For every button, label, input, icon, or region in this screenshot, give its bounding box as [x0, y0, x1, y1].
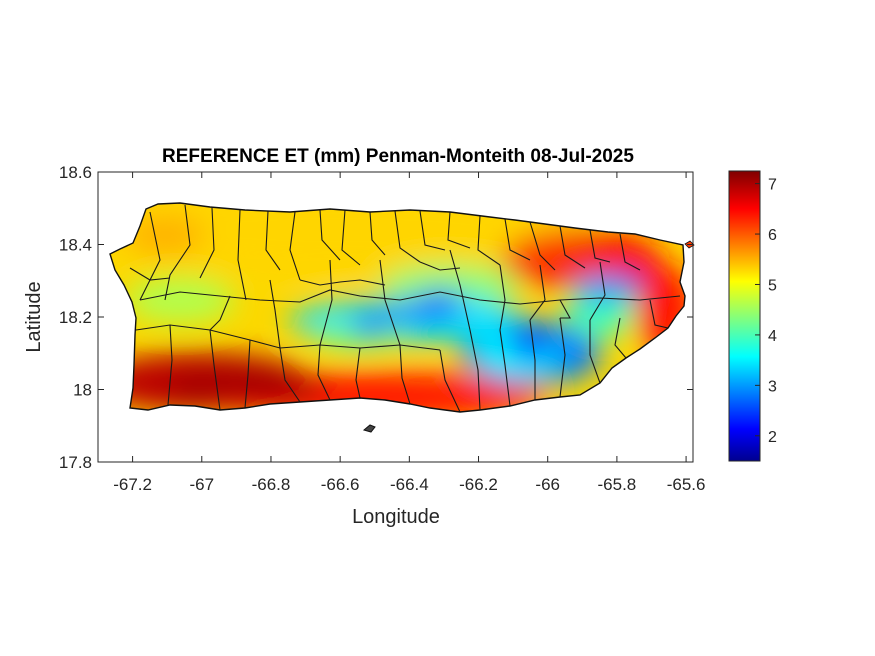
municipality-border [129, 267, 171, 281]
municipality-border [399, 344, 411, 405]
municipality-border [369, 211, 386, 256]
municipality-border [279, 347, 301, 403]
municipality-border [341, 209, 361, 266]
municipality-border [499, 264, 506, 331]
municipality-border [529, 319, 536, 400]
x-tick-label: -65.8 [598, 475, 637, 494]
municipality-border [209, 329, 221, 411]
municipality-border [379, 259, 401, 346]
heatmap-texture-1 [380, 265, 520, 305]
y-tick-label: 17.8 [59, 453, 92, 472]
municipality-border [237, 209, 247, 301]
colorbar-tick-label: 6 [768, 227, 777, 244]
municipality-border [589, 229, 611, 263]
heatmap-texture-12 [574, 276, 626, 304]
heatmap-blobs [110, 203, 685, 412]
colorbar [728, 170, 761, 462]
municipality-border [244, 339, 251, 409]
y-tick-label: 18.6 [59, 163, 92, 182]
y-tick-label: 18.2 [59, 308, 92, 327]
municipality-border [469, 329, 481, 411]
municipality-border [614, 317, 627, 359]
x-tick-label: -65.6 [667, 475, 706, 494]
chart-title: REFERENCE ET (mm) Penman-Monteith 08-Jul… [162, 146, 634, 167]
y-tick-label: 18 [73, 381, 92, 400]
heatmap-texture-0 [125, 278, 235, 322]
municipality-border [289, 211, 301, 281]
municipality-border [167, 324, 173, 406]
heatmap-texture-11 [125, 215, 205, 255]
x-tick-label: -66.8 [252, 475, 291, 494]
municipality-border [559, 299, 571, 319]
colorbar-tick-label: 5 [768, 277, 777, 294]
heatmap-texture-6 [170, 364, 290, 392]
municipality-border [394, 210, 421, 263]
municipality-border [355, 347, 361, 399]
municipality-border [439, 349, 461, 413]
caja-de-muertos-island [362, 424, 376, 433]
y-tick-label: 18.4 [59, 236, 92, 255]
colorbar-tick-label: 4 [768, 328, 777, 345]
municipality-border [447, 211, 471, 249]
heatmap-texture-10 [510, 240, 590, 276]
municipality-border [319, 259, 333, 346]
x-tick-label: -67 [189, 475, 214, 494]
municipality-border [529, 264, 546, 321]
heatmap-texture-15 [416, 290, 464, 310]
municipality-border [649, 299, 669, 329]
municipality-border [164, 204, 191, 301]
municipality-border [477, 215, 501, 266]
heatmap-texture-13 [508, 331, 552, 359]
municipality-border [559, 317, 566, 398]
municipality-border [589, 320, 601, 384]
heatmap-texture-7 [580, 244, 660, 276]
et-heatmap [110, 203, 685, 412]
municipality-border [589, 261, 606, 321]
municipality-borders [129, 204, 681, 413]
municipality-border [199, 207, 215, 279]
x-tick-label: -66.2 [459, 475, 498, 494]
municipality-border [504, 218, 531, 261]
island-outline [109, 202, 686, 413]
municipality-border [559, 225, 586, 269]
colorbar-tick-label: 3 [768, 378, 777, 395]
heatmap-texture-14 [350, 315, 390, 335]
municipality-border [319, 209, 341, 261]
y-axis-label: Latitude [23, 281, 45, 352]
municipality-border [419, 261, 461, 271]
municipality-border [139, 289, 681, 305]
municipality-border [209, 295, 231, 331]
colorbar-ticks: 2 3 4 5 6 7 [755, 177, 777, 446]
municipality-border [269, 279, 281, 349]
x-tick-label: -66 [535, 475, 560, 494]
x-tick-label: -67.2 [113, 475, 152, 494]
municipality-border [265, 210, 281, 271]
municipality-border [499, 329, 511, 407]
y-axis-ticks: 17.8 18 18.2 18.4 18.6 [59, 163, 693, 472]
municipality-border [299, 279, 386, 286]
municipality-border [317, 344, 331, 401]
municipality-border [139, 211, 161, 301]
x-tick-label: -66.6 [321, 475, 360, 494]
x-axis-ticks: -67.2 -67 -66.8 -66.6 -66.4 -66.2 -66 -65.8 -65.… [113, 172, 705, 494]
municipality-border [449, 249, 471, 331]
municipality-border [419, 210, 446, 251]
colorbar-tick-label: 2 [768, 429, 777, 446]
x-tick-label: -66.4 [390, 475, 429, 494]
colorbar-tick-label: 7 [768, 177, 777, 194]
municipality-border [619, 233, 641, 271]
municipality-border [529, 221, 556, 271]
x-axis-label: Longitude [352, 506, 440, 528]
